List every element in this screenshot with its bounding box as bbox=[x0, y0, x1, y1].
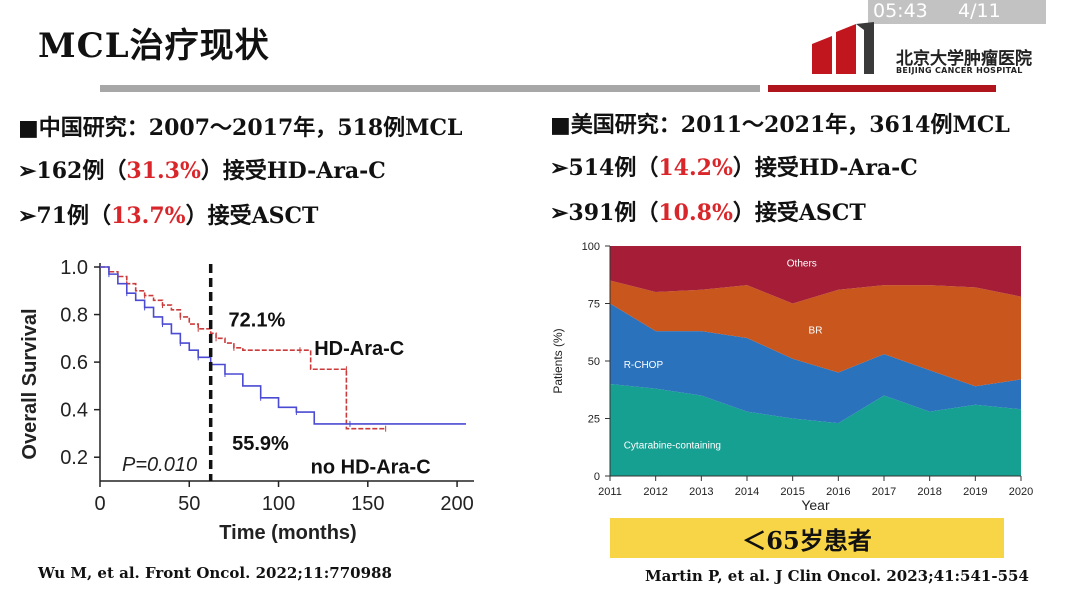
area-label-1: R-CHOP bbox=[624, 360, 664, 371]
china-hd-post: ）接受HD-Ara-C bbox=[200, 158, 386, 184]
x-tick-label: 2020 bbox=[1009, 486, 1033, 498]
china-hd-ara-c-line: ➢162例（31.3%）接受HD-Ara-C bbox=[18, 153, 386, 185]
area-br bbox=[610, 280, 1021, 387]
chart-annotation-2: 55.9% bbox=[232, 433, 289, 455]
y-tick-label: 75 bbox=[588, 299, 600, 311]
y-tick-label: 0.2 bbox=[60, 447, 88, 469]
us-asct-post: ）接受ASCT bbox=[732, 200, 866, 226]
us-hd-pre: ➢514例（ bbox=[550, 155, 659, 181]
china-hd-pre: ➢162例（ bbox=[18, 158, 127, 184]
x-tick-label: 0 bbox=[94, 493, 105, 515]
china-asct-percent: 13.7% bbox=[111, 203, 186, 229]
x-tick-label: 2015 bbox=[780, 486, 804, 498]
x-tick-label: 50 bbox=[178, 493, 200, 515]
area-r-chop bbox=[610, 303, 1021, 424]
us-study-line: ■美国研究：2011～2021年，3614例MCL bbox=[550, 112, 1010, 138]
page-indicator: 4/11 bbox=[958, 0, 1001, 22]
area-label-3: Others bbox=[787, 259, 817, 270]
y-axis-label: Overall Survival bbox=[19, 308, 41, 459]
area-others bbox=[610, 246, 1021, 304]
us-hd-post: ）接受HD-Ara-C bbox=[732, 155, 918, 181]
china-hd-percent: 31.3% bbox=[126, 158, 201, 184]
y-axis-label: Patients (%) bbox=[551, 328, 565, 393]
age-group-badge: ＜65岁患者 bbox=[610, 518, 1004, 558]
y-tick-label: 0.8 bbox=[60, 305, 88, 327]
hospital-name-en: BEIJING CANCER HOSPITAL bbox=[896, 66, 1023, 75]
x-tick-label: 2014 bbox=[735, 486, 759, 498]
no-hd-ara-c-curve bbox=[100, 266, 466, 425]
us-hd-ara-c-line: ➢514例（14.2%）接受HD-Ara-C bbox=[550, 150, 918, 182]
x-tick-label: 2019 bbox=[963, 486, 987, 498]
x-tick-label: 200 bbox=[440, 493, 473, 515]
china-asct-line: ➢71例（13.7%）接受ASCT bbox=[18, 198, 318, 230]
y-tick-label: 50 bbox=[588, 356, 600, 368]
title-divider-accent bbox=[768, 85, 996, 92]
x-axis-label: Year bbox=[801, 497, 830, 513]
x-axis-label: Time (months) bbox=[219, 522, 356, 544]
x-tick-label: 2018 bbox=[917, 486, 941, 498]
area-cytarabine-containing bbox=[610, 384, 1021, 476]
area-label-0: Cytarabine-containing bbox=[624, 440, 721, 451]
x-tick-label: 2011 bbox=[598, 486, 622, 498]
hd-ara-c-curve bbox=[100, 266, 386, 430]
china-study-line: ■中国研究：2007～2017年，518例MCL bbox=[18, 115, 463, 141]
player-status-bar bbox=[868, 0, 1046, 24]
area-label-2: BR bbox=[809, 325, 823, 336]
chart-annotation-0: 72.1% bbox=[229, 309, 286, 331]
p-value-label: P=0.010 bbox=[122, 454, 197, 476]
x-tick-label: 2017 bbox=[872, 486, 896, 498]
us-asct-pre: ➢391例（ bbox=[550, 200, 659, 226]
chart-annotation-1: HD-Ara-C bbox=[314, 338, 404, 360]
x-tick-label: 100 bbox=[262, 493, 295, 515]
china-reference: Wu M, et al. Front Oncol. 2022;11:770988 bbox=[38, 564, 392, 582]
regimen-area-chart: Cytarabine-containing R-CHOP BR Others 0 25 50… bbox=[551, 241, 1033, 513]
us-hd-percent: 14.2% bbox=[658, 155, 733, 181]
us-reference: Martin P, et al. J Clin Oncol. 2023;41:5… bbox=[645, 567, 1029, 585]
y-tick-label: 0.4 bbox=[60, 400, 88, 422]
y-tick-label: 100 bbox=[582, 241, 600, 253]
x-tick-label: 2016 bbox=[826, 486, 850, 498]
y-tick-label: 0 bbox=[594, 471, 600, 483]
page-title: MCL治疗现状 bbox=[38, 26, 270, 66]
china-asct-post: ）接受ASCT bbox=[185, 203, 319, 229]
hospital-logo-icon bbox=[812, 22, 874, 74]
us-asct-percent: 10.8% bbox=[658, 200, 733, 226]
survival-chart: 0.2 0.4 0.6 0.8 1.0 0 50 100 150 200 Time (months)… bbox=[19, 257, 474, 544]
chart-annotation-3: no HD-Ara-C bbox=[311, 457, 431, 479]
y-tick-label: 25 bbox=[588, 414, 600, 426]
china-asct-pre: ➢71例（ bbox=[18, 203, 112, 229]
y-tick-label: 1.0 bbox=[60, 257, 88, 279]
x-tick-label: 150 bbox=[351, 493, 384, 515]
x-tick-label: 2012 bbox=[643, 486, 667, 498]
title-divider bbox=[100, 85, 760, 92]
y-tick-label: 0.6 bbox=[60, 352, 88, 374]
clock-readout: 05:43 bbox=[873, 0, 928, 22]
us-asct-line: ➢391例（10.8%）接受ASCT bbox=[550, 195, 866, 227]
x-tick-label: 2013 bbox=[689, 486, 713, 498]
hospital-name-cn: 北京大学肿瘤医院 bbox=[896, 49, 1032, 69]
